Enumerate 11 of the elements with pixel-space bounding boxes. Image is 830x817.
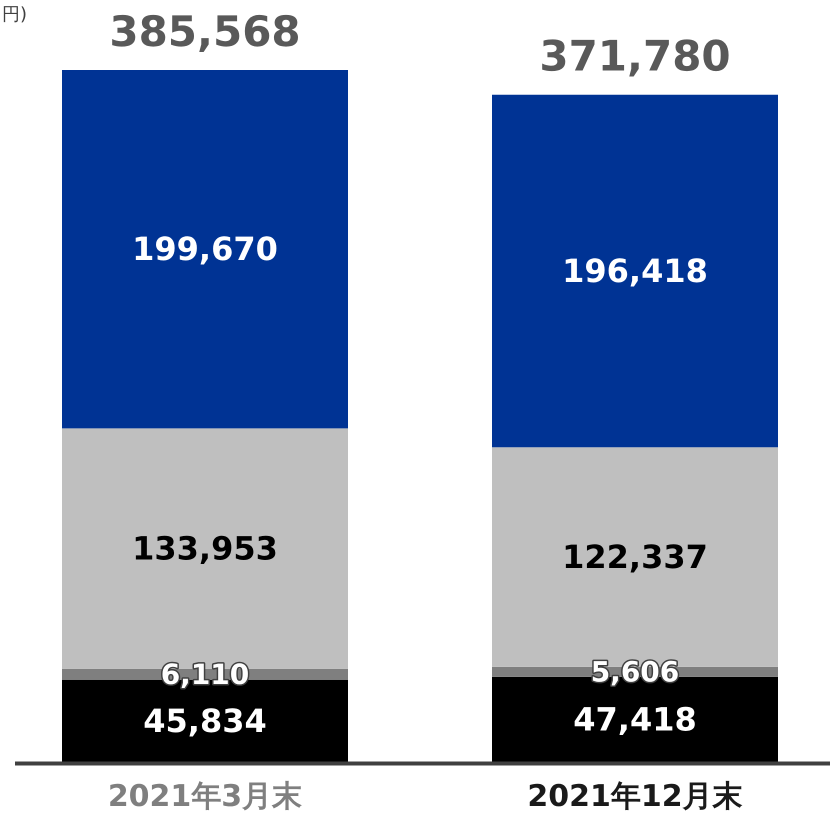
x-tick-label: 2021年3月末: [108, 779, 302, 814]
x-tick-label: 2021年12月末: [527, 779, 743, 814]
total-label: 371,780: [539, 32, 731, 81]
text: 円): [2, 4, 28, 25]
data-label: 122,337: [562, 538, 708, 576]
data-label: 45,834: [143, 702, 267, 740]
total-label: 385,568: [109, 7, 301, 56]
data-label: 196,418: [562, 252, 708, 290]
data-label: 199,670: [132, 230, 278, 268]
data-label: 47,418: [573, 700, 697, 738]
data-label: 133,953: [132, 530, 278, 568]
